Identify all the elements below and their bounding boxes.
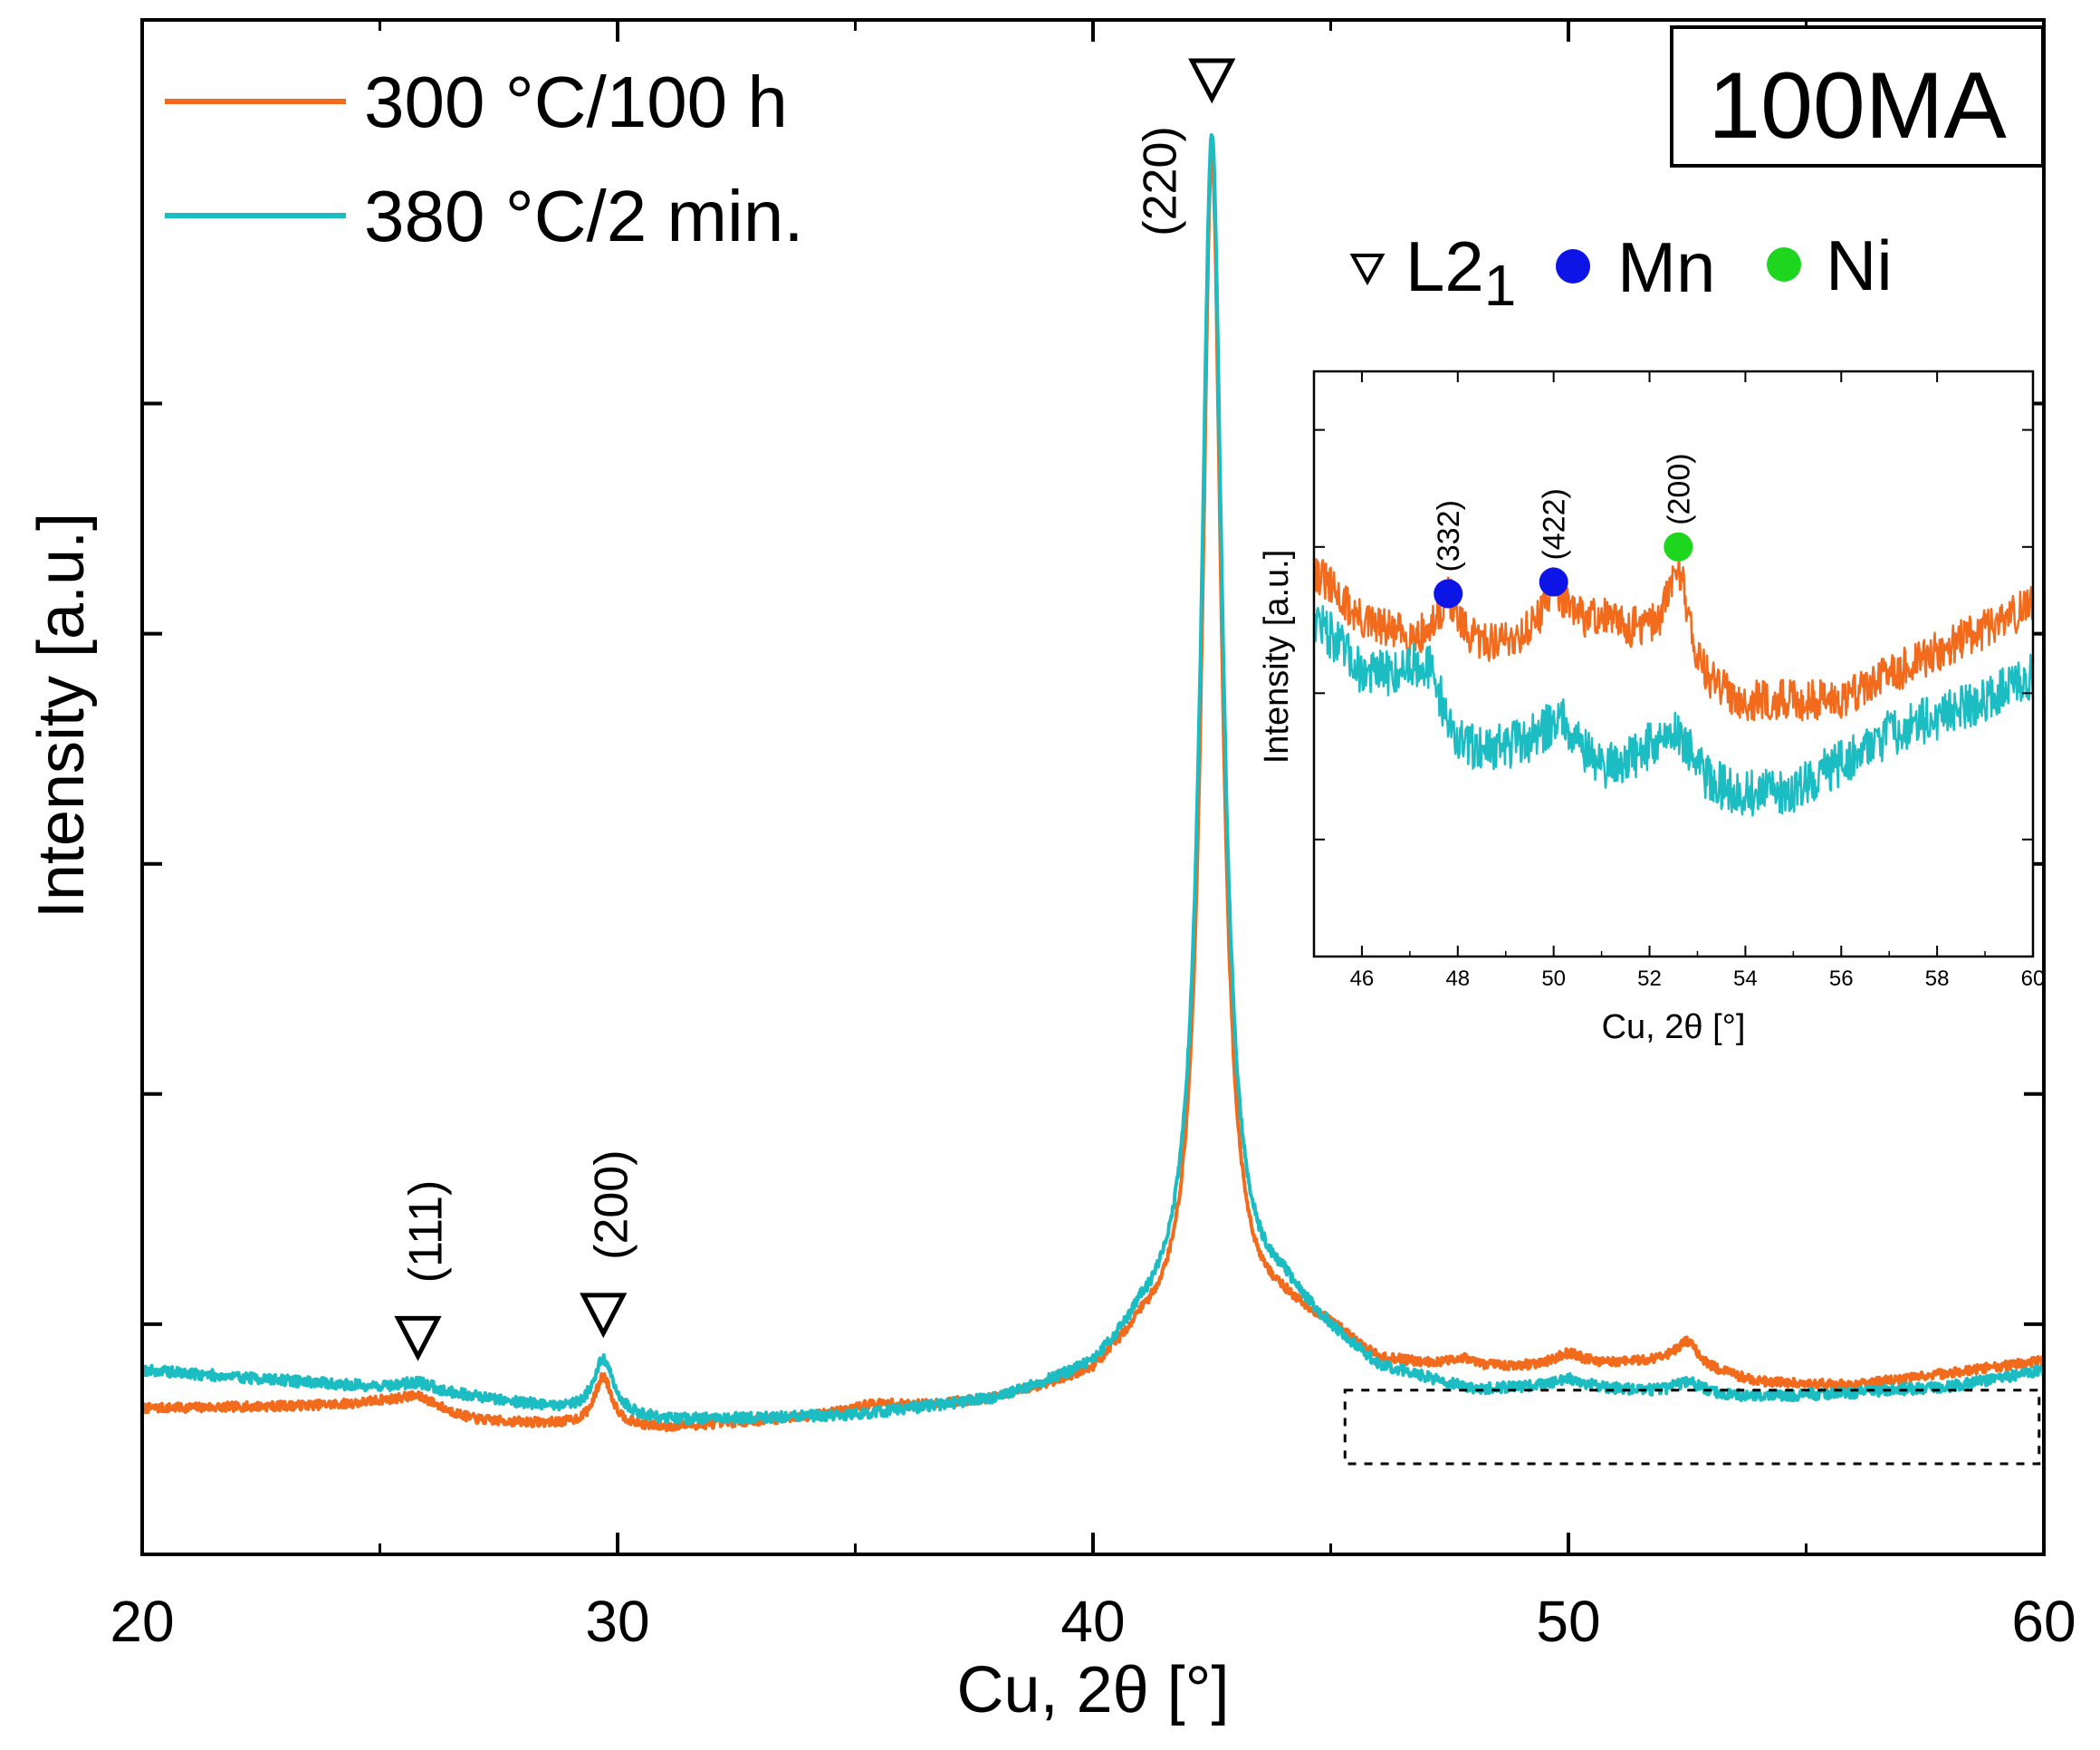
x-tick-label: 60 [2011,1589,2076,1654]
phase-legend-l21: L21 [1405,226,1516,318]
inset-y-axis-label: Intensity [a.u.] [1258,550,1296,764]
main-peak-label: (111) [400,1180,453,1284]
ni-peak-marker-icon [1664,532,1693,562]
inset-x-tick-label: 56 [1829,966,1854,991]
inset-x-tick-label: 54 [1733,966,1758,991]
y-axis-label: Intensity [a.u.] [25,513,98,918]
legend-label-300C: 300 °C/100 h [364,62,788,142]
mn-peak-marker-icon [1434,579,1463,609]
inset-peak-annotations: (332) (422) (200) [1432,453,1696,609]
main-peak-annotations: (111) (200) (220) [394,58,1236,1361]
l21-peak-triangle-icon [394,1315,442,1361]
x-tick-label: 20 [110,1589,174,1654]
phase-legend: L21 Mn Ni [1349,226,1893,318]
inset-plot-curves [1312,553,2035,817]
mn-peak-marker-icon [1539,567,1568,597]
x-tick-label: 50 [1536,1589,1600,1654]
series-380-c-2-min [140,133,2046,1426]
phase-legend-mn: Mn [1617,227,1715,307]
ni-marker-icon [1767,247,1801,282]
l21-peak-triangle-icon [580,1293,628,1339]
inset-x-tick-label: 58 [1925,966,1950,991]
phase-legend-ni: Ni [1826,226,1893,305]
inset-x-tick-label: 48 [1445,966,1470,991]
inset-peak-label: (422) [1538,488,1572,560]
inset-x-tick-label: 46 [1350,966,1375,991]
inset-plot-frame [1312,370,2035,958]
inset-x-axis-label: Cu, 2θ [°] [1602,1008,1746,1046]
main-axes: 20 30 40 50 60 [110,20,2076,1654]
x-axis-label: Cu, 2θ [°] [957,1654,1230,1726]
l21-triangle-icon [1349,254,1386,286]
inset-x-tick-label: 60 [2021,966,2046,991]
inset-x-tick-label: 52 [1637,966,1662,991]
l21-peak-triangle-icon [1188,58,1236,104]
main-plot-curves [140,133,2046,1433]
series-300-c-100-h [1312,553,2035,722]
x-tick-label: 30 [585,1589,649,1654]
mn-marker-icon [1556,249,1590,284]
inset-peak-label: (200) [1662,453,1696,524]
series-380-c-2-min [1312,604,2035,817]
legend: 300 °C/100 h 380 °C/2 min. [165,62,804,256]
legend-label-380C: 380 °C/2 min. [364,176,804,256]
sample-label: 100MA [1708,53,2007,159]
inset-x-tick-label: 50 [1541,966,1566,991]
x-tick-label: 40 [1060,1589,1125,1654]
main-peak-label: (220) [1134,126,1186,236]
sample-label-box: 100MA [1670,25,2045,168]
main-peak-label: (200) [585,1149,638,1259]
inset-source-box [1343,1389,2041,1466]
inset-axes: 46 48 50 52 54 56 58 60 [1313,371,2046,991]
inset-peak-label: (332) [1432,500,1466,572]
inset-chart: (332) (422) (200) 46 48 50 52 54 56 58 60 Cu, 2θ … [1258,370,2046,1046]
series-300-c-100-h [140,152,2046,1433]
